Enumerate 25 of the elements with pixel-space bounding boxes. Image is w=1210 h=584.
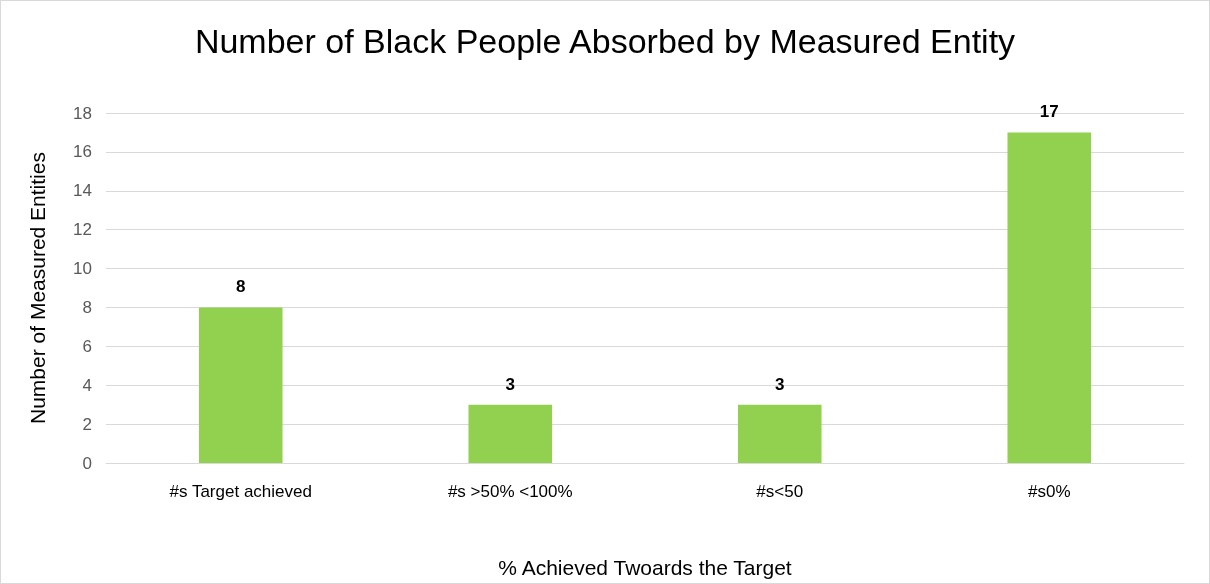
x-axis-title: % Achieved Twoards the Target <box>498 556 792 579</box>
data-label: 3 <box>775 374 785 394</box>
data-label: 3 <box>505 374 515 394</box>
data-label: 17 <box>1039 102 1059 122</box>
x-tick-label: #s Target achieved <box>169 482 312 501</box>
y-tick-label: 18 <box>73 103 92 123</box>
x-tick-label: #s >50% <100% <box>447 482 573 501</box>
y-tick-label: 6 <box>82 336 92 356</box>
y-tick-label: 4 <box>82 375 92 395</box>
y-tick-label: 14 <box>73 181 92 201</box>
bar <box>1007 132 1092 463</box>
data-label: 8 <box>236 277 246 297</box>
y-tick-label: 8 <box>82 297 92 317</box>
y-tick-label: 2 <box>82 414 92 434</box>
y-tick-label: 12 <box>73 220 92 240</box>
chart-title: Number of Black People Absorbed by Measured Entity <box>194 22 1016 60</box>
x-tick-label: #s0% <box>1027 482 1071 501</box>
y-tick-label: 0 <box>82 453 92 473</box>
y-tick-label: 16 <box>73 142 92 162</box>
y-axis-title: Number of Measured Entities <box>26 152 49 424</box>
bar <box>737 404 822 463</box>
y-tick-label: 10 <box>73 259 92 279</box>
x-tick-label: #s<50 <box>756 482 804 501</box>
bar <box>468 404 553 463</box>
bar <box>198 307 283 463</box>
